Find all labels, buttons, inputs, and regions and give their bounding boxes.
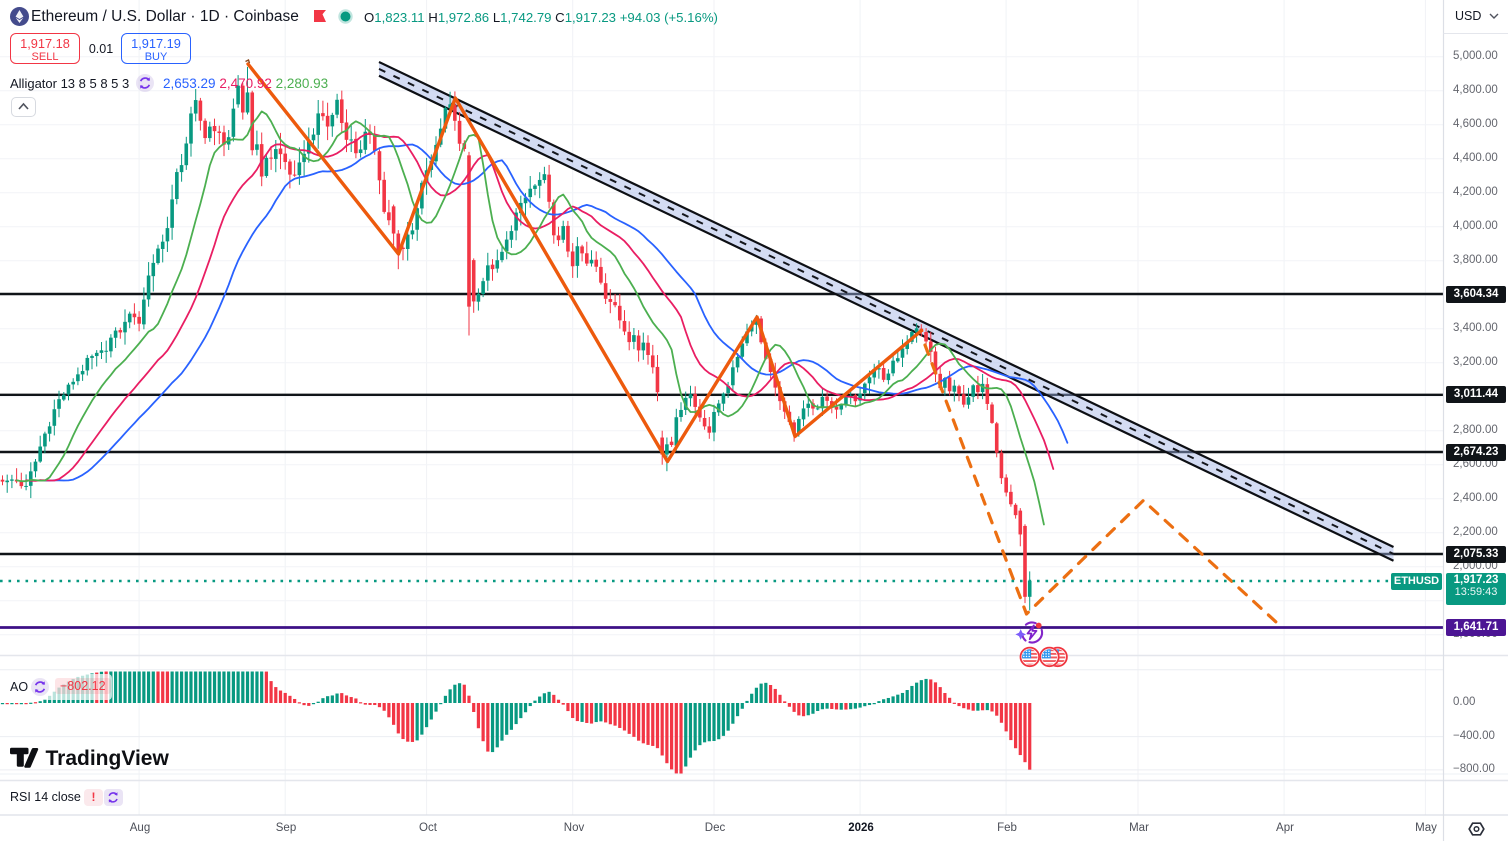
svg-text:TradingView: TradingView xyxy=(46,747,170,770)
